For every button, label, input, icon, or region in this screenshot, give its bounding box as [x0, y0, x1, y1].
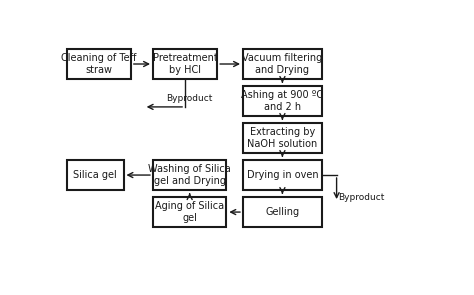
FancyBboxPatch shape	[153, 197, 227, 227]
Text: Pretreatment
by HCl: Pretreatment by HCl	[153, 53, 218, 75]
Text: Cleaning of Teff
straw: Cleaning of Teff straw	[61, 53, 137, 75]
FancyBboxPatch shape	[66, 49, 131, 79]
Text: Ashing at 900 ºC
and 2 h: Ashing at 900 ºC and 2 h	[241, 90, 323, 112]
FancyBboxPatch shape	[66, 160, 124, 190]
Text: Drying in oven: Drying in oven	[246, 170, 318, 180]
Text: Byproduct: Byproduct	[338, 193, 385, 202]
FancyBboxPatch shape	[243, 49, 322, 79]
Text: Extracting by
NaOH solution: Extracting by NaOH solution	[247, 127, 318, 149]
FancyBboxPatch shape	[243, 86, 322, 116]
FancyBboxPatch shape	[243, 160, 322, 190]
FancyBboxPatch shape	[153, 160, 227, 190]
Text: Washing of Silica
gel and Drying: Washing of Silica gel and Drying	[148, 164, 231, 186]
Text: Byproduct: Byproduct	[166, 94, 212, 103]
FancyBboxPatch shape	[153, 49, 217, 79]
Text: Gelling: Gelling	[265, 207, 300, 217]
Text: Silica gel: Silica gel	[73, 170, 117, 180]
FancyBboxPatch shape	[243, 197, 322, 227]
Text: Vacuum filtering
and Drying: Vacuum filtering and Drying	[242, 53, 322, 75]
FancyBboxPatch shape	[243, 123, 322, 153]
Text: Aging of Silica
gel: Aging of Silica gel	[155, 201, 224, 223]
